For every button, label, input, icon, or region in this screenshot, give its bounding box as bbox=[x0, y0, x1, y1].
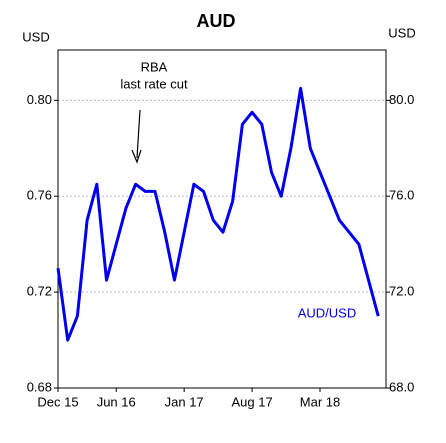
chart-title: AUD bbox=[197, 11, 236, 31]
series-label: AUD/USD bbox=[298, 306, 357, 321]
annotation: last rate cut bbox=[120, 76, 188, 91]
y-tick-label: 0.76 bbox=[27, 188, 52, 203]
annotation-arrowhead bbox=[131, 149, 142, 164]
line-series bbox=[56, 86, 380, 342]
x-tick-label: Jan 17 bbox=[165, 394, 204, 409]
y-tick-label: 0.80 bbox=[27, 92, 52, 107]
annotation: RBA bbox=[141, 59, 168, 74]
y2-tick-label: 72.0 bbox=[389, 284, 414, 299]
x-tick-label: Mar 18 bbox=[300, 394, 340, 409]
y2-tick-label: 68.0 bbox=[389, 379, 414, 394]
x-tick-label: Aug 17 bbox=[231, 394, 272, 409]
y-tick-label: 0.68 bbox=[27, 379, 52, 394]
plot-frame bbox=[57, 49, 387, 389]
x-tick-label: Dec 15 bbox=[37, 394, 78, 409]
annotation-arrow bbox=[136, 109, 141, 159]
y2-tick-label: 80.0 bbox=[389, 92, 414, 107]
x-tick-label: Jun 16 bbox=[97, 394, 136, 409]
y2-tick-label: 76.0 bbox=[389, 188, 414, 203]
y-tick-label: 0.72 bbox=[27, 284, 52, 299]
y2-axis-label: USD bbox=[388, 25, 415, 40]
y-axis-label: USD bbox=[22, 29, 49, 44]
